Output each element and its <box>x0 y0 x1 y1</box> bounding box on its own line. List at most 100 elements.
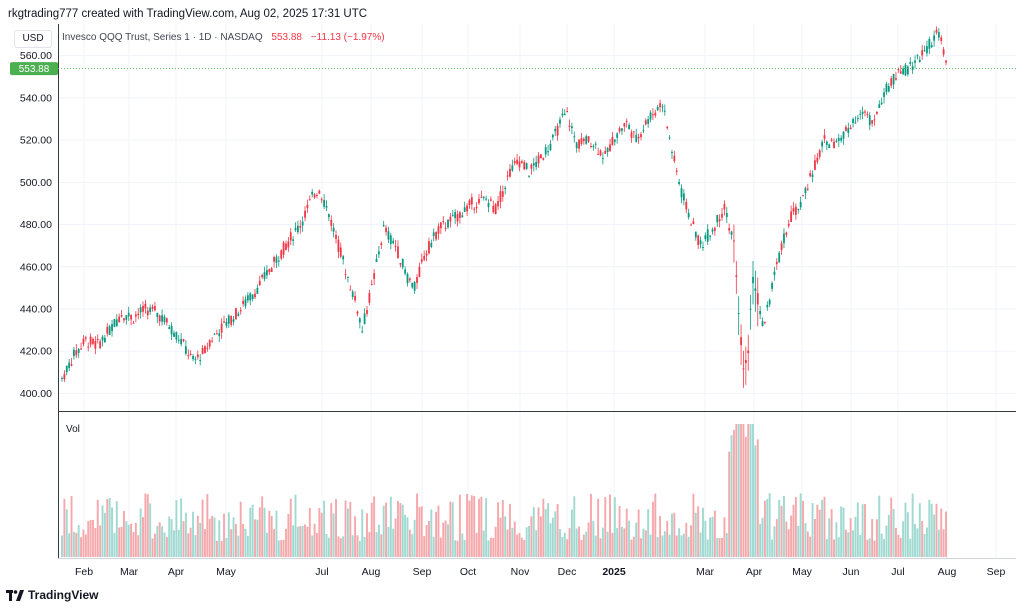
candle-body <box>721 214 723 218</box>
volume-bar <box>120 526 123 557</box>
volume-bar <box>82 529 85 557</box>
volume-bar <box>335 499 337 557</box>
candle-body <box>799 201 802 208</box>
candle-body <box>318 190 321 194</box>
candle-body <box>616 133 619 138</box>
volume-bar <box>165 536 168 557</box>
candle-body <box>606 147 609 152</box>
candle-body <box>237 313 240 316</box>
candle-body <box>930 45 933 48</box>
volume-bar <box>356 535 359 557</box>
volume-bar <box>692 493 695 557</box>
candle-body <box>945 60 947 63</box>
volume-pane-label: Vol <box>66 424 80 435</box>
volume-bar <box>556 503 559 557</box>
candle-body <box>339 247 342 257</box>
candle-body <box>242 301 244 304</box>
candle-body <box>387 231 390 240</box>
volume-bar <box>809 536 812 557</box>
candle-body <box>361 331 364 333</box>
volume-bar <box>580 539 583 557</box>
candle-body <box>103 337 106 343</box>
volume-bar <box>184 512 187 557</box>
volume-bar <box>397 501 399 557</box>
volume-bar <box>196 515 199 557</box>
candle-body <box>611 136 614 146</box>
candle-body <box>551 134 554 138</box>
candle-body <box>215 333 218 335</box>
volume-bar <box>406 517 409 557</box>
volume-bar <box>506 529 509 557</box>
volume-bar <box>611 532 614 557</box>
volume-bar <box>821 499 824 557</box>
volume-bar <box>134 522 137 557</box>
candle-body <box>601 158 604 160</box>
candle-body <box>437 226 440 234</box>
volume-bar <box>921 521 924 557</box>
volume-bar <box>346 508 349 557</box>
volume-bar <box>327 537 330 557</box>
volume-bar <box>544 509 547 557</box>
candle-body <box>702 246 704 248</box>
volume-bar <box>232 517 235 557</box>
candle-body <box>380 243 383 245</box>
volume-bar <box>830 509 833 557</box>
candle-body <box>878 104 881 108</box>
volume-bar <box>244 528 247 557</box>
volume-bar <box>625 508 628 557</box>
volume-bar <box>68 533 71 557</box>
candle-body <box>432 232 435 237</box>
volume-bar <box>163 532 166 557</box>
volume-bar <box>282 539 285 557</box>
volume-bar <box>856 502 859 557</box>
candle-body <box>73 349 75 357</box>
volume-bar <box>861 504 864 557</box>
candle-body <box>747 350 750 354</box>
candle-body <box>75 350 78 356</box>
volume-bar <box>261 496 264 557</box>
candle-body <box>227 315 230 324</box>
candle-body <box>830 139 833 141</box>
volume-bar <box>246 535 249 557</box>
candle-body <box>761 321 764 327</box>
currency-button[interactable]: USD <box>14 30 52 48</box>
volume-bar <box>206 494 209 557</box>
volume-bar <box>875 519 878 557</box>
candle-body <box>118 316 121 323</box>
volume-bar <box>437 505 440 557</box>
volume-bar <box>137 535 140 557</box>
candle-body <box>408 278 411 281</box>
y-tick-label: 460.00 <box>20 261 52 273</box>
candle-body <box>313 194 316 198</box>
volume-bar <box>661 535 664 557</box>
candle-body <box>678 181 681 184</box>
volume-bar <box>358 540 361 557</box>
candle-body <box>501 191 504 197</box>
volume-bar <box>366 513 368 557</box>
candle-body <box>368 293 371 303</box>
candle-body <box>811 174 814 178</box>
candle-body <box>175 331 178 340</box>
volume-bar <box>132 532 135 557</box>
candle-body <box>692 221 695 224</box>
volume-bar <box>215 540 218 557</box>
volume-bar <box>373 496 376 557</box>
volume-bar <box>504 516 507 557</box>
candle-body <box>897 68 900 71</box>
volume-bar <box>230 529 233 557</box>
footer-brand[interactable]: TradingView <box>6 588 98 602</box>
candle-body <box>909 61 912 65</box>
volume-bar <box>153 533 156 557</box>
volume-bar <box>177 529 180 557</box>
volume-bar <box>475 532 478 557</box>
volume-bar <box>220 540 223 557</box>
candle-body <box>411 282 414 288</box>
volume-bar <box>234 524 237 557</box>
x-tick-label: Nov <box>511 566 530 578</box>
volume-bar <box>671 513 673 557</box>
candle-body <box>130 314 133 320</box>
volume-bar <box>864 504 866 557</box>
volume-bar <box>923 533 926 557</box>
volume-bar <box>837 537 840 557</box>
